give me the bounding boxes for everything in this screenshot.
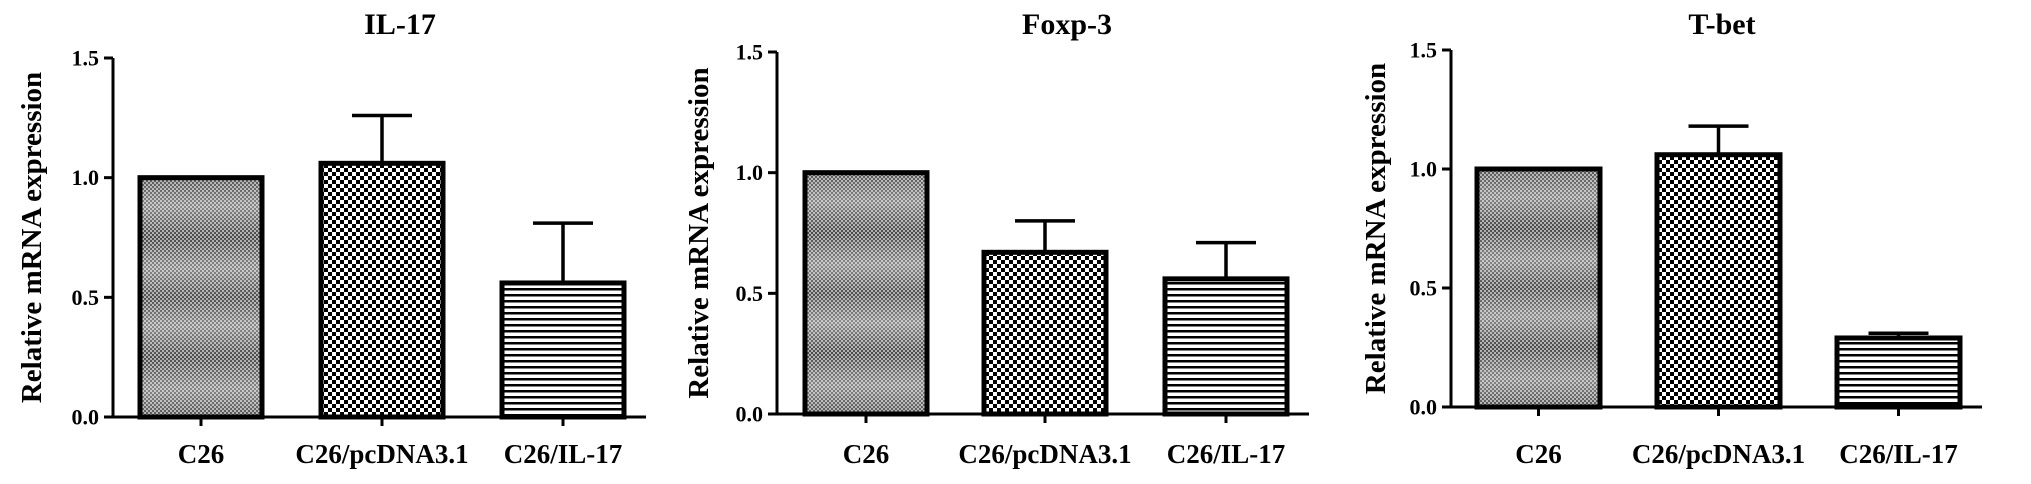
x-tick-label: C26/pcDNA3.1 bbox=[295, 439, 468, 469]
bar-1 bbox=[802, 170, 930, 417]
y-axis-label: Relative mRNA expression bbox=[683, 67, 715, 398]
x-tick-label: C26 bbox=[843, 439, 890, 469]
y-tick-label: 1.0 bbox=[736, 160, 764, 185]
y-tick-label: 1.0 bbox=[72, 165, 100, 190]
x-tick-label: C26 bbox=[1515, 439, 1562, 469]
x-tick-label: C26/IL-17 bbox=[504, 439, 623, 469]
bar-2 bbox=[318, 113, 446, 420]
x-tick-label: C26/pcDNA3.1 bbox=[1632, 439, 1805, 469]
chart-foxp3: Foxp-3 Relative mRNA expression 0.0 0.5 1.0 1… bbox=[683, 8, 1309, 469]
y-tick-label: 1.5 bbox=[72, 46, 100, 71]
y-tick-label: 0.0 bbox=[1410, 395, 1438, 420]
y-tick-label: 0.0 bbox=[736, 402, 764, 427]
bar-3 bbox=[1162, 240, 1290, 417]
bar-3 bbox=[1834, 331, 1963, 410]
chart-title: Foxp-3 bbox=[1022, 8, 1112, 41]
y-tick-label: 1.5 bbox=[1410, 38, 1438, 63]
bar-2 bbox=[1654, 124, 1783, 410]
y-tick-label: 0.5 bbox=[72, 285, 100, 310]
chart-title: IL-17 bbox=[364, 8, 436, 41]
chart-il17: IL-17 Relative mRNA expression 0.0 0.5 1.0 1.… bbox=[16, 8, 646, 469]
bar-texture bbox=[140, 177, 262, 417]
bar-1 bbox=[137, 175, 265, 420]
bar-2 bbox=[981, 219, 1109, 417]
y-axis-label: Relative mRNA expression bbox=[1360, 63, 1392, 394]
y-axis-label: Relative mRNA expression bbox=[16, 72, 48, 403]
bar-texture bbox=[805, 172, 927, 414]
bar-1 bbox=[1474, 166, 1603, 410]
x-tick-label: C26/pcDNA3.1 bbox=[958, 439, 1131, 469]
x-tick-label: C26/IL-17 bbox=[1167, 439, 1286, 469]
x-tick-label: C26 bbox=[178, 439, 225, 469]
bar-3 bbox=[499, 221, 627, 420]
y-tick-label: 0.0 bbox=[72, 405, 100, 430]
bar-fill bbox=[502, 282, 624, 417]
x-tick-label: C26/IL-17 bbox=[1839, 439, 1958, 469]
bar-fill bbox=[1657, 154, 1780, 407]
bar-fill bbox=[1165, 278, 1287, 414]
y-tick-label: 0.5 bbox=[1410, 276, 1438, 301]
y-tick-label: 1.0 bbox=[1410, 157, 1438, 182]
chart-tbet: T-bet Relative mRNA expression 0.0 0.5 1.0 1.… bbox=[1360, 8, 1982, 469]
bar-fill bbox=[1837, 337, 1960, 407]
bar-texture bbox=[1477, 169, 1600, 407]
chart-title: T-bet bbox=[1688, 8, 1755, 41]
y-tick-label: 1.5 bbox=[736, 40, 764, 65]
y-tick-label: 0.5 bbox=[736, 281, 764, 306]
bar-fill bbox=[984, 252, 1106, 414]
bar-fill bbox=[321, 163, 443, 417]
